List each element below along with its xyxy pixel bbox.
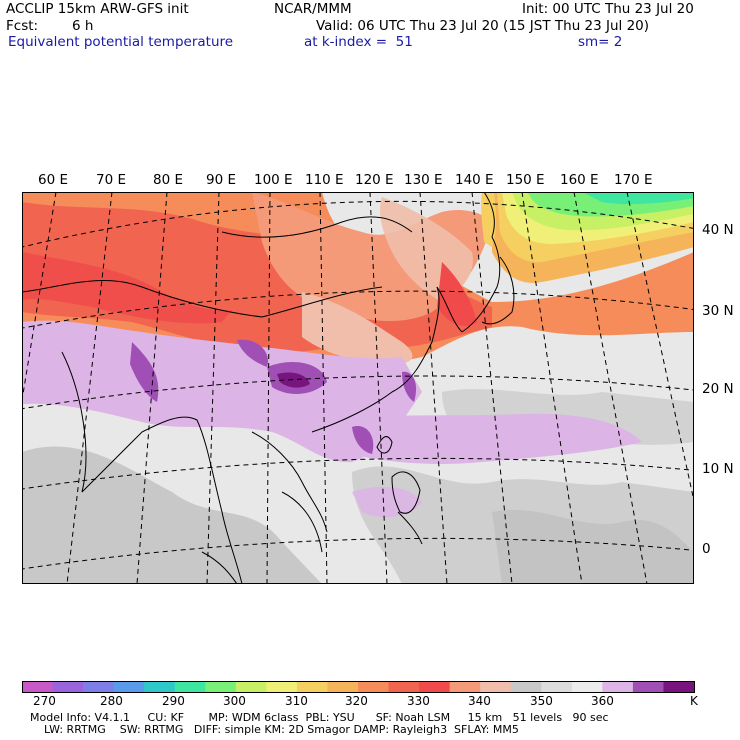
forecast-hours: 6 h [72,18,94,34]
colorbar-unit: K [690,694,698,708]
model-title: ACCLIP 15km ARW-GFS init [6,1,189,17]
forecast-label: Fcst: [6,18,39,34]
warm-band [22,192,694,365]
lon-label-150e: 150 E [506,172,545,188]
colorbar-cell-7 [235,681,267,693]
field-name: Equivalent potential temperature [8,34,234,50]
colorbar-cell-6 [205,681,237,693]
lon-label-80e: 80 E [153,172,183,188]
lon-label-90e: 90 E [206,172,236,188]
init-time: Init: 00 UTC Thu 23 Jul 20 [522,1,694,17]
colorbar-tick-300: 300 [223,694,246,708]
colorbar-cell-5 [174,681,206,693]
colorbar-cell-17 [541,681,573,693]
lat-label-30n: 30 N [702,303,734,319]
lat-label-0: 0 [702,541,711,557]
colorbar-tick-340: 340 [468,694,491,708]
institution-label: NCAR/MMM [274,1,352,17]
lat-label-20n: 20 N [702,381,734,397]
lat-label-40n: 40 N [702,222,734,238]
colorbar-cell-11 [358,681,390,693]
lon-label-110e: 110 E [305,172,344,188]
valid-time: Valid: 06 UTC Thu 23 Jul 20 (15 JST Thu … [316,18,650,34]
purple-field-areas [22,320,642,518]
smoothing-label: sm= 2 [578,34,623,50]
colorbar-cell-1 [52,681,84,693]
lon-label-130e: 130 E [404,172,443,188]
colorbar-cell-19 [602,681,634,693]
colorbar-cell-21 [663,681,695,693]
lon-label-170e: 170 E [614,172,653,188]
colorbar-cell-16 [510,681,542,693]
colorbar-tick-350: 350 [530,694,553,708]
lon-label-60e: 60 E [38,172,68,188]
colorbar-tick-320: 320 [345,694,368,708]
lon-label-100e: 100 E [254,172,293,188]
colorbar-cell-2 [83,681,115,693]
graticule [22,192,694,584]
lon-label-70e: 70 E [96,172,126,188]
lat-label-10n: 10 N [702,461,734,477]
level-label: at k-index = 51 [304,34,413,50]
colorbar-cell-3 [113,681,145,693]
colorbar-frame [22,681,695,693]
colorbar-cell-14 [449,681,481,693]
colorbar-cell-4 [144,681,176,693]
colorbar [22,681,695,693]
colorbar-cell-0 [22,681,54,693]
colorbar-cell-20 [632,681,664,693]
lon-label-140e: 140 E [455,172,494,188]
lon-label-160e: 160 E [560,172,599,188]
model-info-line-1: Model Info: V4.1.1 CU: KF MP: WDM 6class… [30,711,609,724]
map-frame [22,192,694,584]
colorbar-cell-8 [266,681,298,693]
colorbar-cell-9 [296,681,328,693]
lon-label-120e: 120 E [355,172,394,188]
colorbar-tick-290: 290 [162,694,185,708]
colorbar-tick-360: 360 [591,694,614,708]
colorbar-cell-10 [327,681,359,693]
colorbar-tick-280: 280 [100,694,123,708]
colorbar-tick-310: 310 [285,694,308,708]
model-info-line-2: LW: RRTMG SW: RRTMG DIFF: simple KM: 2D … [44,723,519,736]
colorbar-cell-12 [388,681,420,693]
colorbar-tick-330: 330 [407,694,430,708]
theta-e-map [22,192,694,584]
colorbar-cell-15 [480,681,512,693]
colorbar-cell-13 [419,681,451,693]
colorbar-tick-270: 270 [33,694,56,708]
colorbar-cell-18 [571,681,603,693]
